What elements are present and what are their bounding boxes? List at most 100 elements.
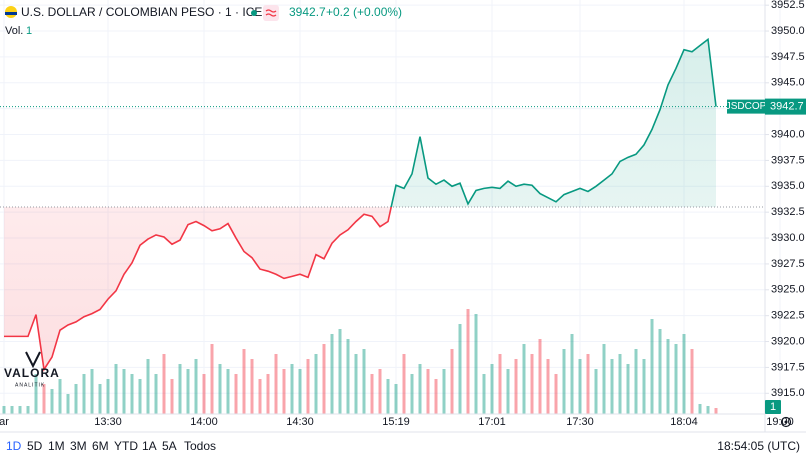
- volume-bar: [442, 369, 446, 414]
- x-tick-label: 17:30: [566, 416, 594, 428]
- range-button[interactable]: 1A: [142, 439, 157, 453]
- range-button[interactable]: 1M: [48, 439, 65, 453]
- volume-bar: [482, 374, 486, 414]
- range-button[interactable]: 5A: [162, 439, 177, 453]
- volume-bar: [714, 408, 718, 414]
- volume-bar: [90, 369, 94, 414]
- vol-value: 1: [26, 25, 32, 37]
- volume-bar: [522, 344, 526, 414]
- volume-bar: [314, 354, 318, 414]
- volume-tag-label: 1: [770, 401, 776, 413]
- volume-bar: [370, 374, 374, 414]
- area-down: [4, 207, 716, 370]
- volume-bar: [402, 354, 406, 414]
- x-tick-label: 17:01: [478, 416, 506, 428]
- volume-bar: [34, 374, 38, 414]
- volume-bar: [674, 344, 678, 414]
- volume-bar: [546, 359, 550, 414]
- range-button[interactable]: 1D: [6, 439, 22, 453]
- volume-bar: [162, 354, 166, 414]
- volume-bar: [706, 406, 710, 414]
- volume-bar: [122, 369, 126, 414]
- volume-bar: [458, 324, 462, 414]
- price-tag-label: 3942.7: [770, 101, 804, 113]
- symbol-title[interactable]: U.S. DOLLAR / COLOMBIAN PESO · 1 · ICE: [21, 5, 262, 19]
- x-tick-label: 14:00: [190, 416, 218, 428]
- volume-bar: [242, 349, 246, 414]
- volume-bar: [690, 349, 694, 414]
- y-tick-label: 3950.0: [771, 25, 805, 37]
- y-tick-label: 3930.0: [771, 232, 805, 244]
- volume-bar: [570, 334, 574, 414]
- x-tick-label: 14:30: [286, 416, 314, 428]
- symbol-tag-label: JSDCOP: [726, 101, 767, 112]
- volume-bar: [58, 379, 62, 414]
- settings-icon[interactable]: [780, 416, 792, 428]
- compare-icon[interactable]: [263, 5, 279, 21]
- volume-bar: [50, 389, 54, 414]
- range-button[interactable]: 5D: [27, 439, 43, 453]
- volume-bar: [610, 359, 614, 414]
- price-line-down: [4, 207, 393, 372]
- volume-bar: [106, 379, 110, 414]
- logo-sub: ANALITIK: [15, 382, 45, 388]
- volume-bar: [410, 374, 414, 414]
- range-button[interactable]: YTD: [114, 439, 138, 453]
- volume-bar: [298, 369, 302, 414]
- y-tick-label: 3925.0: [771, 284, 805, 296]
- y-tick-label: 3927.5: [771, 258, 805, 270]
- price-layer: [0, 37, 765, 372]
- volume-bar: [26, 406, 30, 414]
- volume-bar: [682, 334, 686, 414]
- volume-bar: [154, 374, 158, 414]
- x-tick-label: 13:30: [94, 416, 122, 428]
- volume-bar: [602, 344, 606, 414]
- volume-bar: [114, 364, 118, 414]
- volume-bar: [266, 374, 270, 414]
- logo-mark: [25, 351, 41, 369]
- range-button[interactable]: 6M: [92, 439, 109, 453]
- volume-bar: [146, 359, 150, 414]
- volume-bar: [42, 384, 46, 414]
- volume-bar: [530, 354, 534, 414]
- volume-bar: [218, 364, 222, 414]
- volume-bar: [538, 339, 542, 414]
- volume-bar: [474, 314, 478, 414]
- volume-bar: [138, 379, 142, 414]
- volume-layer: [2, 309, 718, 414]
- price-line-up: [390, 37, 717, 207]
- volume-bar: [322, 344, 326, 414]
- volume-bar: [594, 369, 598, 414]
- volume-bar: [338, 329, 342, 414]
- volume-bar: [282, 369, 286, 414]
- volume-bar: [226, 369, 230, 414]
- volume-bar: [66, 394, 70, 414]
- volume-bar: [490, 364, 494, 414]
- y-tick-label: 3952.5: [771, 0, 805, 11]
- range-button[interactable]: Todos: [184, 439, 216, 453]
- toolbar: 1D 5D 1M 3M 6M YTD 1A 5A Todos: [6, 439, 216, 453]
- volume-bar: [178, 364, 182, 414]
- volume-bar: [234, 374, 238, 414]
- volume-bar: [330, 334, 334, 414]
- volume-bar: [506, 369, 510, 414]
- y-tick-label: 3922.5: [771, 310, 805, 322]
- settings-dot: [784, 420, 788, 424]
- area-up: [4, 39, 716, 207]
- volume-bar: [562, 349, 566, 414]
- volume-bar: [202, 374, 206, 414]
- volume-bar: [250, 359, 254, 414]
- volume-bar: [74, 384, 78, 414]
- price-tag: [765, 98, 806, 115]
- volume-bar: [386, 379, 390, 414]
- volume-bar: [274, 354, 278, 414]
- volume-bar: [10, 406, 14, 414]
- y-tick-label: 3920.0: [771, 335, 805, 347]
- y-tick-label: 3945.0: [771, 77, 805, 89]
- volume-tag: [765, 400, 781, 414]
- volume-bar: [650, 319, 654, 414]
- volume-bar: [498, 354, 502, 414]
- volume-bar: [586, 354, 590, 414]
- volume-bar: [514, 359, 518, 414]
- range-button[interactable]: 3M: [70, 439, 87, 453]
